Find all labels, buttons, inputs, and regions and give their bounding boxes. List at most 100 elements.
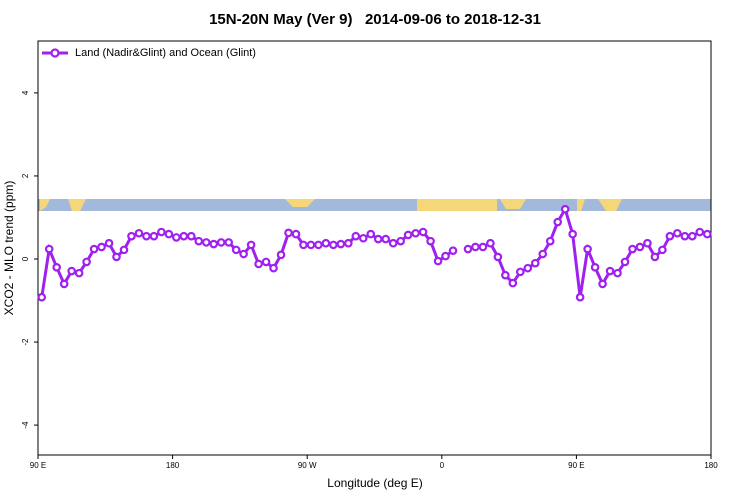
data-point: [673, 228, 682, 238]
data-point: [179, 231, 189, 241]
data-point: [59, 279, 69, 289]
data-point: [643, 238, 652, 248]
data-point: [149, 231, 159, 241]
data-point: [134, 228, 144, 238]
data-point: [523, 263, 533, 273]
data-point: [194, 236, 204, 246]
y-tick-label: -2: [21, 338, 30, 346]
data-point: [433, 256, 443, 266]
data-point: [695, 227, 705, 237]
data-point: [329, 240, 338, 250]
data-point: [463, 244, 473, 254]
y-axis-label: XCO2 - MLO trend (ppm): [2, 181, 16, 316]
data-point: [366, 229, 376, 239]
data-point: [418, 227, 428, 237]
data-point: [246, 240, 256, 250]
data-point: [104, 238, 114, 248]
data-point: [650, 252, 660, 262]
data-point: [186, 231, 196, 241]
data-point: [209, 239, 219, 249]
data-point: [74, 268, 84, 278]
data-point: [239, 249, 248, 259]
data-point: [97, 242, 106, 252]
data-point: [276, 250, 286, 260]
data-point: [478, 242, 488, 252]
data-point: [493, 252, 503, 262]
data-point: [688, 231, 697, 241]
data-point: [52, 263, 61, 272]
data-point: [373, 234, 383, 244]
data-point: [620, 257, 630, 267]
y-tick-label: 4: [21, 90, 30, 95]
x-tick-label: 0: [440, 461, 445, 470]
data-point: [568, 229, 577, 239]
data-point: [590, 263, 600, 272]
data-point: [291, 229, 301, 239]
data-point: [89, 244, 99, 254]
plot-frame: [37, 40, 712, 456]
legend-label: Land (Nadir&Glint) and Ocean (Glint): [75, 47, 256, 59]
data-point: [665, 231, 675, 241]
data-point: [598, 279, 607, 289]
land-patch: [40, 199, 622, 211]
data-point: [403, 230, 413, 240]
x-tick-label: 90 W: [298, 461, 317, 470]
data-point: [216, 238, 226, 247]
data-point: [426, 236, 435, 246]
data-point: [516, 267, 525, 277]
data-point: [702, 229, 712, 239]
data-point: [501, 270, 510, 280]
data-point: [127, 231, 136, 241]
chart-title: 15N-20N May (Ver 9) 2014-09-06 to 2018-1…: [209, 11, 541, 28]
x-tick-label: 180: [704, 461, 718, 470]
data-point: [471, 242, 480, 252]
ocean-band: [38, 199, 711, 211]
data-point: [224, 238, 233, 247]
data-point: [44, 244, 54, 254]
data-point: [172, 233, 181, 242]
data-point: [358, 233, 368, 243]
data-point: [658, 245, 667, 255]
y-tick-label: 0: [21, 256, 30, 261]
data-point: [530, 258, 540, 268]
data-point: [269, 263, 278, 273]
data-point: [575, 292, 585, 302]
data-point: [680, 231, 690, 241]
data-point: [314, 240, 323, 250]
data-point: [560, 204, 570, 214]
data-point: [119, 245, 129, 255]
data-point: [261, 257, 271, 267]
data-point: [441, 251, 450, 261]
data-point: [142, 231, 151, 241]
map-strip: [38, 199, 711, 211]
data-point: [344, 238, 353, 248]
data-point: [164, 229, 174, 239]
data-point: [396, 236, 405, 246]
data-point: [351, 231, 361, 241]
data-point: [605, 266, 615, 276]
data-point: [613, 268, 622, 278]
legend-marker: [50, 48, 60, 58]
data-point: [336, 239, 346, 249]
data-point: [112, 252, 121, 262]
data-point: [254, 259, 263, 269]
y-tick-label: 2: [21, 173, 30, 178]
x-tick-label: 90 E: [30, 461, 46, 470]
x-axis-label: Longitude (deg E): [327, 476, 422, 490]
data-point: [284, 228, 293, 238]
x-tick-label: 90 E: [568, 461, 584, 470]
data-point: [635, 242, 645, 252]
data-point: [321, 238, 331, 248]
data-point: [628, 244, 637, 254]
data-point: [231, 245, 241, 255]
data-point: [448, 246, 458, 255]
data-point: [553, 217, 563, 227]
data-point: [299, 240, 308, 250]
data-point: [538, 249, 548, 259]
data-point: [411, 228, 420, 238]
x-tick-label: 180: [166, 461, 180, 470]
data-point: [37, 292, 47, 302]
data-point: [381, 234, 391, 244]
data-point: [545, 236, 555, 246]
